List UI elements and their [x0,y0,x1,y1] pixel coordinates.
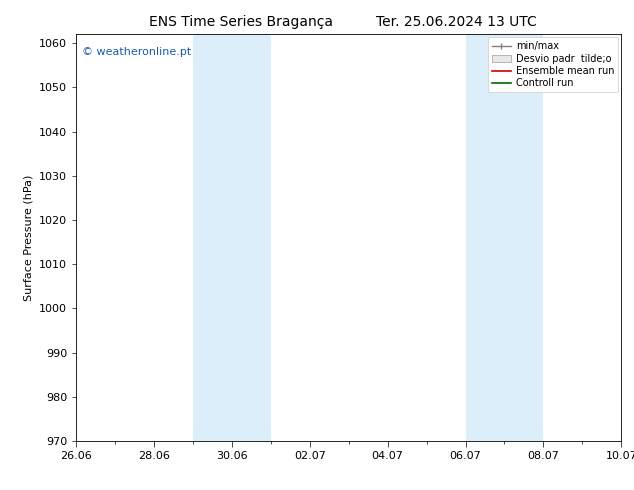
Bar [193,34,232,441]
Bar [465,34,505,441]
Y-axis label: Surface Pressure (hPa): Surface Pressure (hPa) [23,174,34,301]
Legend: min/max, Desvio padr  tilde;o, Ensemble mean run, Controll run: min/max, Desvio padr tilde;o, Ensemble m… [488,37,618,92]
Bar [232,34,271,441]
Text: Ter. 25.06.2024 13 UTC: Ter. 25.06.2024 13 UTC [376,15,537,29]
Text: ENS Time Series Bragança: ENS Time Series Bragança [149,15,333,29]
Text: © weatheronline.pt: © weatheronline.pt [82,47,191,56]
Bar [505,34,543,441]
